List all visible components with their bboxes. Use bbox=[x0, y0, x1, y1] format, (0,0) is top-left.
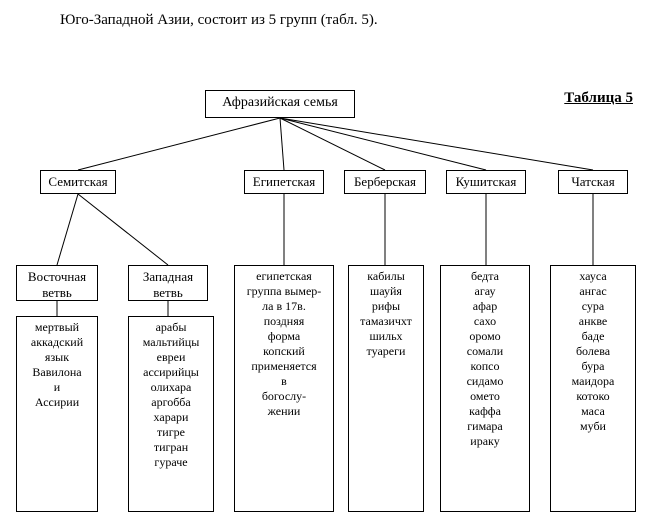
node-east-branch: Восточнаяветвь bbox=[16, 265, 98, 301]
leaf-berber: кабилышауйярифытамазичхтшильхтуареги bbox=[348, 265, 424, 512]
leaf-west: арабымальтийцыевреиассирийцыолихарааргоб… bbox=[128, 316, 214, 512]
leaf-east: мертвыйаккадскийязыкВавилонаиАссирии bbox=[16, 316, 98, 512]
node-cushitic: Кушитская bbox=[446, 170, 526, 194]
node-west-branch: Западнаяветвь bbox=[128, 265, 208, 301]
node-chadic: Чатская bbox=[558, 170, 628, 194]
node-root: Афразийская семья bbox=[205, 90, 355, 118]
table-label: Таблица 5 bbox=[564, 90, 633, 107]
leaf-cushitic: бедтаагауафарсахооромосомаликопсосидамоо… bbox=[440, 265, 530, 512]
diagram-page: Юго-Западной Азии, состоит из 5 групп (т… bbox=[0, 0, 663, 526]
leaf-egyptian: египетскаягруппа вымер-ла в 17в.поздняяф… bbox=[234, 265, 334, 512]
leaf-chadic: хаусаангассураанквебадеболевабурамаидора… bbox=[550, 265, 636, 512]
node-semitic: Семитская bbox=[40, 170, 116, 194]
node-egyptian: Египетская bbox=[244, 170, 324, 194]
node-berber: Берберская bbox=[344, 170, 426, 194]
page-caption: Юго-Западной Азии, состоит из 5 групп (т… bbox=[60, 12, 378, 29]
